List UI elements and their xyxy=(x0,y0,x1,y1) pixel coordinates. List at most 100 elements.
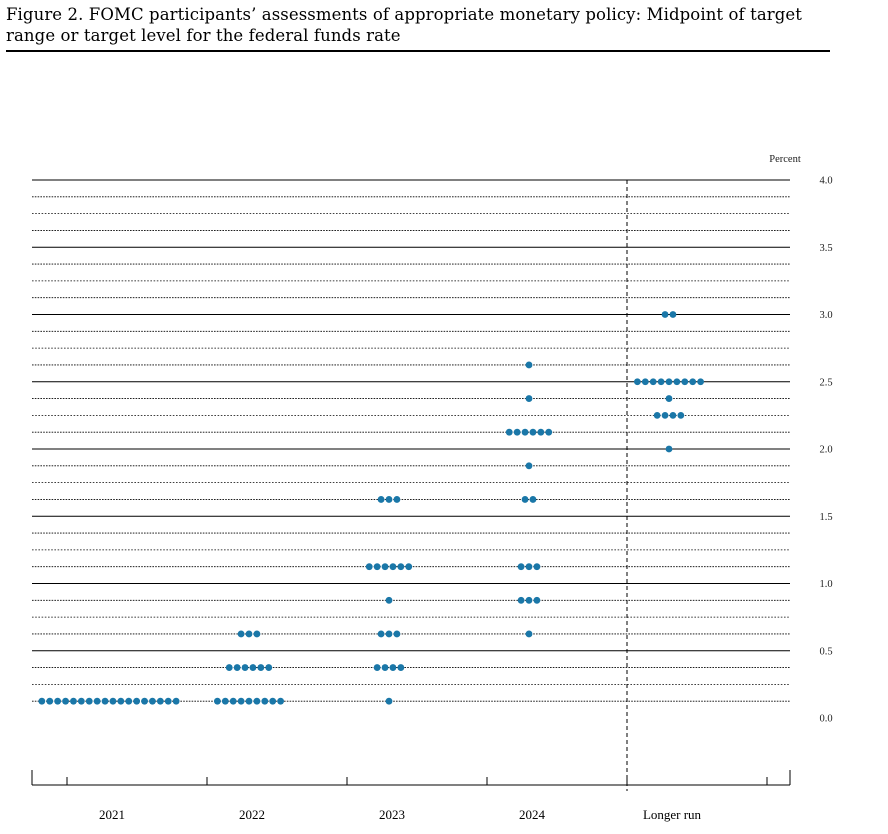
participant-dot xyxy=(533,563,541,571)
participant-dot xyxy=(141,697,148,705)
participant-dot xyxy=(373,563,381,571)
participant-dot xyxy=(172,697,180,705)
participant-dot xyxy=(525,596,533,604)
participant-dot xyxy=(149,697,156,705)
participant-dot xyxy=(85,697,93,705)
category-label: 2021 xyxy=(99,807,125,822)
participant-dot xyxy=(513,428,521,436)
participant-dot xyxy=(393,496,401,503)
participant-dot xyxy=(54,697,62,705)
y-tick-label: 4.0 xyxy=(819,176,832,187)
participant-dot xyxy=(261,697,269,705)
category-label: 2023 xyxy=(379,807,405,822)
participant-dot xyxy=(525,462,533,470)
participant-dot xyxy=(525,395,533,402)
participant-dot xyxy=(381,664,389,671)
participant-dot xyxy=(665,378,673,386)
category-label: 2024 xyxy=(519,807,546,822)
participant-dot xyxy=(253,697,261,705)
participant-dot xyxy=(237,697,245,705)
participant-dot xyxy=(681,378,689,386)
participant-dot xyxy=(233,664,241,671)
participant-dot xyxy=(253,630,261,638)
participant-dot xyxy=(225,664,233,671)
participant-dot xyxy=(505,428,513,436)
participant-dot xyxy=(385,697,393,705)
participant-dot xyxy=(517,563,525,571)
participant-dot xyxy=(517,596,525,604)
participant-dot xyxy=(373,664,381,671)
participant-dot xyxy=(677,411,685,419)
participant-dot xyxy=(101,697,109,705)
participant-dot xyxy=(245,697,253,705)
participant-dot xyxy=(689,378,697,386)
participant-dot xyxy=(521,428,529,436)
participant-dot xyxy=(525,563,533,571)
participant-dot xyxy=(381,563,389,571)
participant-dot xyxy=(125,697,133,705)
participant-dot xyxy=(377,496,385,503)
participant-dot xyxy=(525,361,533,369)
participant-dot xyxy=(241,664,249,671)
participant-dot xyxy=(214,697,221,705)
participant-dot xyxy=(385,596,393,604)
participant-dot xyxy=(156,697,164,705)
participant-dot xyxy=(257,664,265,671)
category-label: Longer run xyxy=(643,807,702,822)
participant-dot xyxy=(277,697,284,705)
participant-dot xyxy=(529,496,537,503)
participant-dot xyxy=(389,563,397,571)
participant-dot xyxy=(237,630,245,638)
participant-dot xyxy=(133,697,141,705)
participant-dot xyxy=(269,697,277,705)
y-tick-label: 3.5 xyxy=(819,243,832,254)
participant-dot xyxy=(529,428,537,436)
participant-dot xyxy=(669,311,677,318)
participant-dot xyxy=(377,630,385,638)
participant-dot xyxy=(229,697,237,705)
participant-dot xyxy=(385,630,393,638)
participant-dot xyxy=(77,697,85,705)
participant-dot xyxy=(661,311,669,318)
participant-dot xyxy=(533,596,541,604)
y-tick-label: 1.0 xyxy=(819,579,832,590)
participant-dot xyxy=(93,697,101,705)
participant-dot xyxy=(265,664,273,671)
participant-dot xyxy=(537,428,545,436)
y-tick-label: 1.5 xyxy=(819,512,832,523)
y-tick-label: 3.0 xyxy=(819,310,832,321)
y-unit-label: Percent xyxy=(769,154,801,165)
participant-dot xyxy=(653,411,661,419)
category-label: 2022 xyxy=(239,807,265,822)
title-rule xyxy=(6,50,830,52)
participant-dot xyxy=(661,411,669,419)
participant-dot xyxy=(249,664,257,671)
participant-dot xyxy=(669,411,677,419)
participant-dot xyxy=(245,630,253,638)
participant-dot xyxy=(673,378,681,386)
participant-dot xyxy=(397,563,405,571)
participant-dot xyxy=(221,697,229,705)
participant-dot xyxy=(393,630,401,638)
participant-dot xyxy=(70,697,77,705)
participant-dot xyxy=(46,697,54,705)
participant-dot xyxy=(665,395,673,402)
participant-dot xyxy=(657,378,665,386)
participant-dot xyxy=(641,378,649,386)
participant-dot xyxy=(634,378,641,386)
y-tick-label: 2.5 xyxy=(819,377,832,388)
participant-dot xyxy=(397,664,405,671)
participant-dot xyxy=(164,697,172,705)
participant-dot xyxy=(521,496,529,503)
y-tick-label: 2.0 xyxy=(819,445,832,456)
participant-dot xyxy=(665,445,673,453)
participant-dot xyxy=(109,697,117,705)
participant-dot xyxy=(649,378,657,386)
participant-dot xyxy=(62,697,69,705)
participant-dot xyxy=(697,378,704,386)
figure-title: Figure 2. FOMC participants’ assessments… xyxy=(6,5,803,45)
participant-dot xyxy=(38,697,46,705)
participant-dot xyxy=(405,563,413,571)
participant-dot xyxy=(389,664,397,671)
